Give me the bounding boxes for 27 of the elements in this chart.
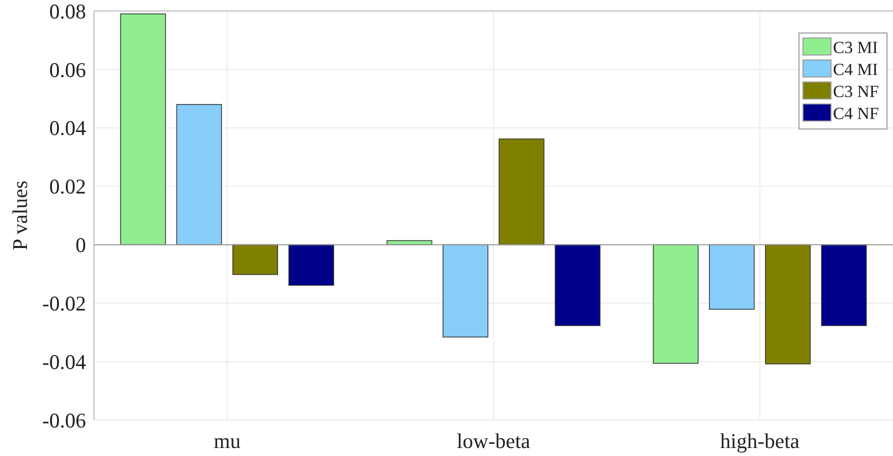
y-tick-label: -0.04 (42, 350, 86, 374)
x-tick-label: low-beta (456, 429, 531, 453)
bar (765, 244, 811, 364)
y-tick-label: -0.06 (42, 408, 86, 432)
bar (288, 244, 334, 286)
bar (652, 244, 699, 364)
legend-label: C3 MI (833, 38, 878, 57)
bar (708, 244, 755, 310)
y-tick-label: 0 (76, 233, 86, 258)
bar (232, 244, 278, 275)
bar (498, 138, 544, 246)
legend-label: C4 MI (833, 60, 878, 79)
y-tick-label: 0.02 (49, 174, 86, 199)
legend-label: C3 NF (833, 82, 879, 101)
bar (442, 244, 488, 338)
legend-label: C4 NF (833, 104, 879, 123)
y-tick-label: 0.06 (49, 58, 86, 82)
y-tick-label: 0.04 (49, 116, 86, 140)
bar (176, 104, 222, 246)
bar (821, 244, 867, 326)
bar (554, 244, 600, 326)
bar (120, 14, 166, 246)
y-axis-title: P values (8, 180, 32, 250)
y-tick-label: -0.02 (42, 291, 86, 316)
y-tick-label: 0.08 (49, 0, 86, 24)
x-tick-label: high-beta (720, 429, 800, 453)
x-tick-label: mu (214, 429, 242, 453)
